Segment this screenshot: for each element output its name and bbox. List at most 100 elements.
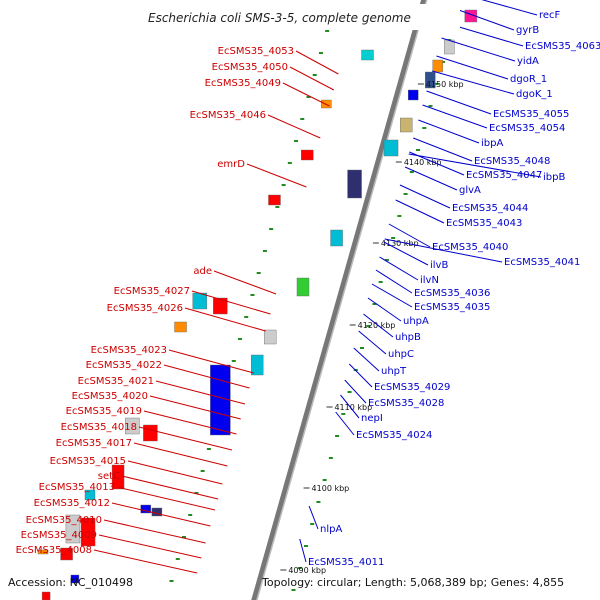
gene-label-left: EcSMS35_4021 (78, 376, 154, 387)
gene-block (140, 504, 151, 514)
leader-line-left (246, 163, 307, 188)
leader-line-right (335, 411, 355, 436)
leader-line-right (358, 330, 387, 355)
gc-dot-inner (341, 413, 346, 415)
gc-dot-outer (262, 250, 267, 252)
gene-label-right: EcSMS35_4024 (356, 430, 432, 441)
gc-dot-inner (297, 567, 302, 569)
backbone-highlight (256, 0, 428, 600)
gene-label-left: emrD (217, 159, 245, 170)
map-title: Escherichia coli SMS-3-5, complete genom… (148, 11, 411, 25)
tick-label: 4110 kbp (334, 403, 372, 412)
gc-dot-inner (428, 105, 433, 107)
gene-block (70, 574, 80, 584)
gc-dot-inner (403, 193, 408, 195)
gc-dot-inner (347, 391, 352, 393)
gc-dot-inner (360, 347, 365, 349)
gene-label-left: EcSMS35_4022 (86, 360, 162, 371)
gc-dot-outer (181, 536, 186, 538)
gene-label-left: EcSMS35_4026 (107, 303, 183, 314)
gc-dot-inner (335, 435, 340, 437)
gc-dot-outer (169, 580, 174, 582)
leader-line-right (379, 256, 419, 281)
gene-label-left: EcSMS35_4008 (16, 545, 92, 556)
leader-line-left (168, 349, 254, 374)
gc-dot-inner (440, 61, 445, 63)
gene-label-right: ibpA (481, 138, 503, 149)
gc-dot-inner (316, 501, 321, 503)
gene-label-left: setC (98, 471, 120, 482)
gene-label-right: EcSMS35_4011 (308, 557, 384, 568)
leader-line-left (98, 534, 202, 559)
gc-dot-inner (384, 259, 389, 261)
leader-line-right (441, 37, 516, 62)
leader-line-right (404, 166, 458, 191)
leader-line-right (383, 241, 429, 266)
leader-line-right (363, 313, 394, 338)
leader-line-right (371, 283, 413, 308)
leader-line-left (133, 442, 228, 467)
gc-dot-outer (300, 118, 305, 120)
gene-block (264, 329, 277, 345)
gene-label-right: nlpA (320, 524, 342, 535)
gene-block (192, 292, 207, 310)
gc-dot-outer (275, 206, 280, 208)
leader-line-right (436, 55, 509, 80)
tick-label: 4120 kbp (358, 321, 396, 330)
leader-line-left (127, 460, 223, 485)
leader-line-right (308, 505, 319, 530)
leader-line-right (408, 153, 542, 178)
gc-dot-outer (244, 316, 249, 318)
leader-line-right (375, 269, 413, 294)
gene-label-right: EcSMS35_4055 (493, 109, 569, 120)
gene-label-right: EcSMS35_4028 (368, 398, 444, 409)
gc-dot-inner (422, 127, 427, 129)
leader-line-right (432, 70, 515, 95)
gene-label-right: EcSMS35_4047 (466, 170, 542, 181)
leader-line-right (395, 199, 445, 224)
leader-line-left (138, 426, 233, 451)
gene-label-right: uhpT (381, 366, 407, 377)
leader-line-left (116, 486, 216, 511)
leader-line-right (299, 538, 307, 563)
gene-block (37, 549, 49, 555)
gene-label-right: dgoR_1 (510, 74, 547, 85)
gc-dot-outer (231, 360, 236, 362)
gene-block (407, 89, 419, 101)
gene-label-right: ilvN (420, 275, 439, 286)
leader-line-right (353, 347, 380, 372)
gc-dot-outer (194, 492, 199, 494)
gc-dot-outer (269, 228, 274, 230)
gene-block (250, 354, 264, 376)
gene-block (84, 489, 96, 501)
gc-dot-inner (310, 523, 315, 525)
gc-dot-outer (312, 74, 317, 76)
gc-dot-outer (175, 558, 180, 560)
gene-label-right: EcSMS35_4043 (446, 218, 522, 229)
gene-block (425, 71, 436, 89)
gene-block (41, 591, 51, 600)
chromosome-backbone (251, 0, 428, 600)
gene-block (174, 321, 187, 333)
leader-line-right (344, 379, 367, 404)
gc-dot-inner (434, 83, 439, 85)
gc-dot-inner (322, 479, 327, 481)
accession-text: Accession: NC_010498 (8, 576, 134, 589)
gene-label-right: EcSMS35_4029 (374, 382, 450, 393)
gene-label-left: EcSMS35_4053 (218, 46, 294, 57)
gc-dot-outer (281, 184, 286, 186)
gene-label-left: EcSMS35_4050 (212, 62, 288, 73)
gene-label-right: yidA (517, 56, 539, 67)
leader-line-right (367, 297, 402, 322)
label-leaders (93, 0, 542, 574)
gene-label-right: EcSMS35_4054 (489, 123, 565, 134)
gene-block (213, 297, 228, 315)
gene-label-left: ade (193, 266, 212, 277)
gene-label-right: EcSMS35_4063 (525, 41, 600, 52)
leader-line-left (149, 395, 241, 420)
gene-label-left: EcSMS35_4027 (114, 286, 190, 297)
topology-text: Topology: circular; Length: 5,068,389 bp… (262, 576, 565, 589)
gene-block (444, 39, 455, 55)
leader-line-left (282, 82, 330, 107)
